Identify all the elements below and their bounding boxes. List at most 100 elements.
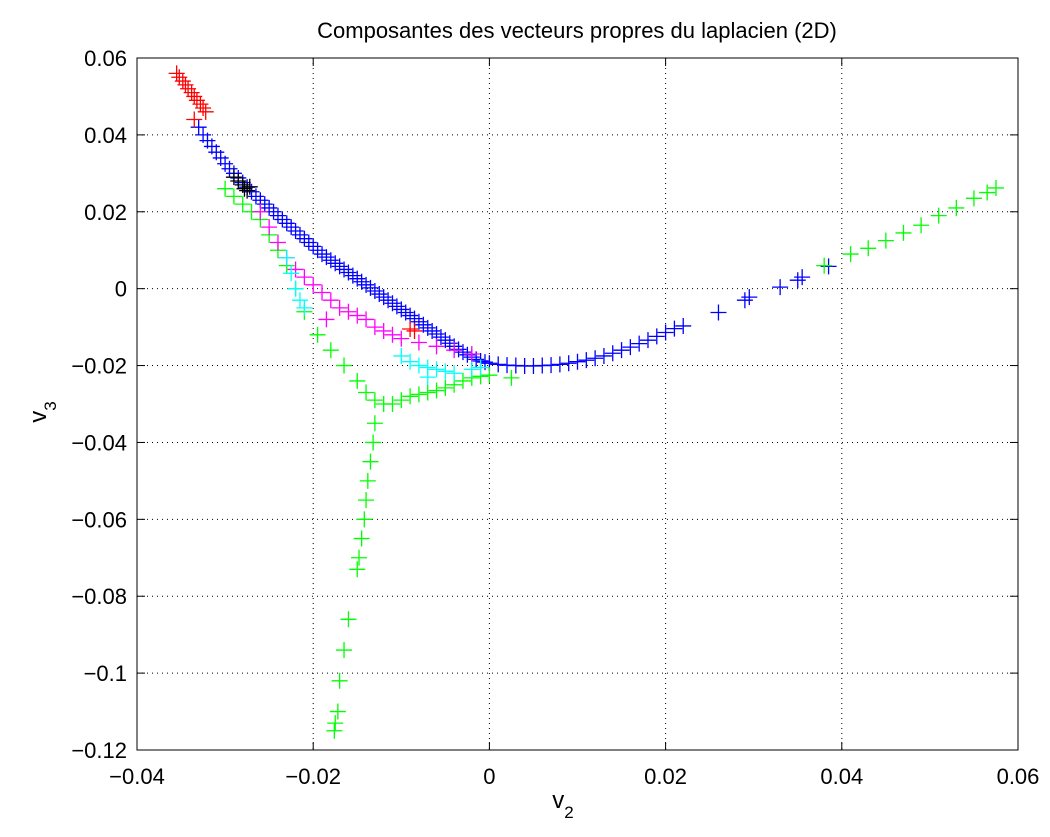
data-point: [344, 267, 361, 284]
data-point: [428, 361, 445, 378]
data-point: [318, 249, 335, 266]
data-point: [424, 322, 441, 339]
data-point: [234, 196, 251, 213]
data-point: [358, 384, 375, 401]
data-point: [287, 223, 304, 239]
data-point: [419, 319, 436, 336]
data-point: [296, 230, 313, 247]
data-point: [230, 173, 247, 190]
data-point: [428, 382, 445, 399]
data-point: [168, 65, 185, 82]
data-point: [190, 119, 207, 136]
data-point: [393, 347, 410, 364]
data-point: [291, 226, 308, 243]
data-point: [365, 434, 382, 451]
data-point: [595, 347, 612, 364]
data-point: [446, 365, 463, 382]
data-point: [269, 207, 286, 224]
data-point: [913, 217, 930, 234]
data-point: [631, 335, 648, 352]
data-point: [278, 249, 295, 266]
data-point: [842, 246, 859, 263]
data-point: [314, 246, 331, 263]
data-point: [877, 232, 894, 249]
data-point: [336, 261, 353, 278]
data-point: [393, 301, 410, 318]
data-point: [340, 611, 357, 628]
data-point: [309, 326, 326, 343]
data-point: [256, 196, 273, 213]
data-point: [419, 369, 436, 386]
data-point: [979, 184, 996, 201]
data-point: [930, 207, 947, 224]
data-point: [329, 703, 346, 720]
data-point: [349, 561, 366, 578]
data-point: [221, 160, 238, 177]
data-point: [560, 355, 577, 372]
data-point: [503, 369, 520, 386]
data-point: [358, 492, 375, 509]
data-point: [195, 99, 212, 116]
data-point: [441, 335, 458, 352]
data-point: [772, 279, 789, 296]
data-point: [274, 211, 291, 228]
plot-area-frame: [136, 57, 1019, 751]
data-point: [794, 269, 811, 286]
data-point: [241, 178, 258, 195]
data-point: [816, 257, 833, 274]
y-tick-label: −0.08: [71, 584, 127, 609]
data-point: [432, 329, 449, 346]
data-point: [388, 298, 405, 315]
y-tick-label: −0.1: [84, 661, 127, 686]
data-point: [454, 372, 471, 389]
data-point: [987, 179, 1004, 196]
data-point: [402, 307, 419, 324]
y-tick-label: 0.04: [84, 123, 127, 148]
y-tick-label: −0.12: [71, 738, 127, 763]
data-point: [186, 111, 203, 128]
data-point: [349, 372, 366, 389]
data-point: [481, 367, 498, 384]
data-point: [895, 224, 912, 241]
chart-title: Composantes des vecteurs propres du lapl…: [317, 18, 837, 43]
data-point: [613, 342, 630, 359]
data-point: [322, 252, 339, 269]
data-point: [366, 415, 383, 432]
data-point: [384, 295, 401, 312]
data-point: [217, 180, 234, 197]
y-axis-label-main: v: [25, 411, 52, 423]
data-point: [322, 342, 339, 359]
data-point: [305, 276, 322, 293]
data-point: [358, 311, 375, 328]
data-point: [331, 672, 348, 689]
data-point: [283, 265, 300, 282]
y-tick-label: −0.06: [71, 507, 127, 532]
data-point: [569, 353, 586, 370]
data-point: [340, 264, 357, 281]
data-point: [340, 303, 357, 320]
data-point: [351, 549, 368, 566]
data-point: [287, 261, 304, 278]
data-point: [384, 326, 401, 343]
data-point: [327, 255, 344, 272]
x-axis-label: v2: [552, 787, 573, 822]
data-point: [384, 396, 401, 412]
data-point: [269, 234, 286, 251]
data-point: [336, 642, 353, 659]
data-point: [472, 359, 489, 376]
y-tick-label: 0.02: [84, 200, 127, 225]
data-point: [393, 330, 410, 347]
y-tick-label: −0.04: [71, 430, 127, 455]
data-point: [261, 199, 278, 216]
data-point: [278, 215, 295, 232]
data-point: [358, 276, 375, 293]
data-point: [322, 292, 339, 309]
y-axis-label: v3: [25, 401, 60, 422]
data-point: [225, 188, 242, 205]
x-tick-label: 0.04: [820, 764, 863, 789]
data-point: [362, 279, 379, 296]
data-point: [296, 269, 313, 286]
data-point: [305, 238, 322, 255]
